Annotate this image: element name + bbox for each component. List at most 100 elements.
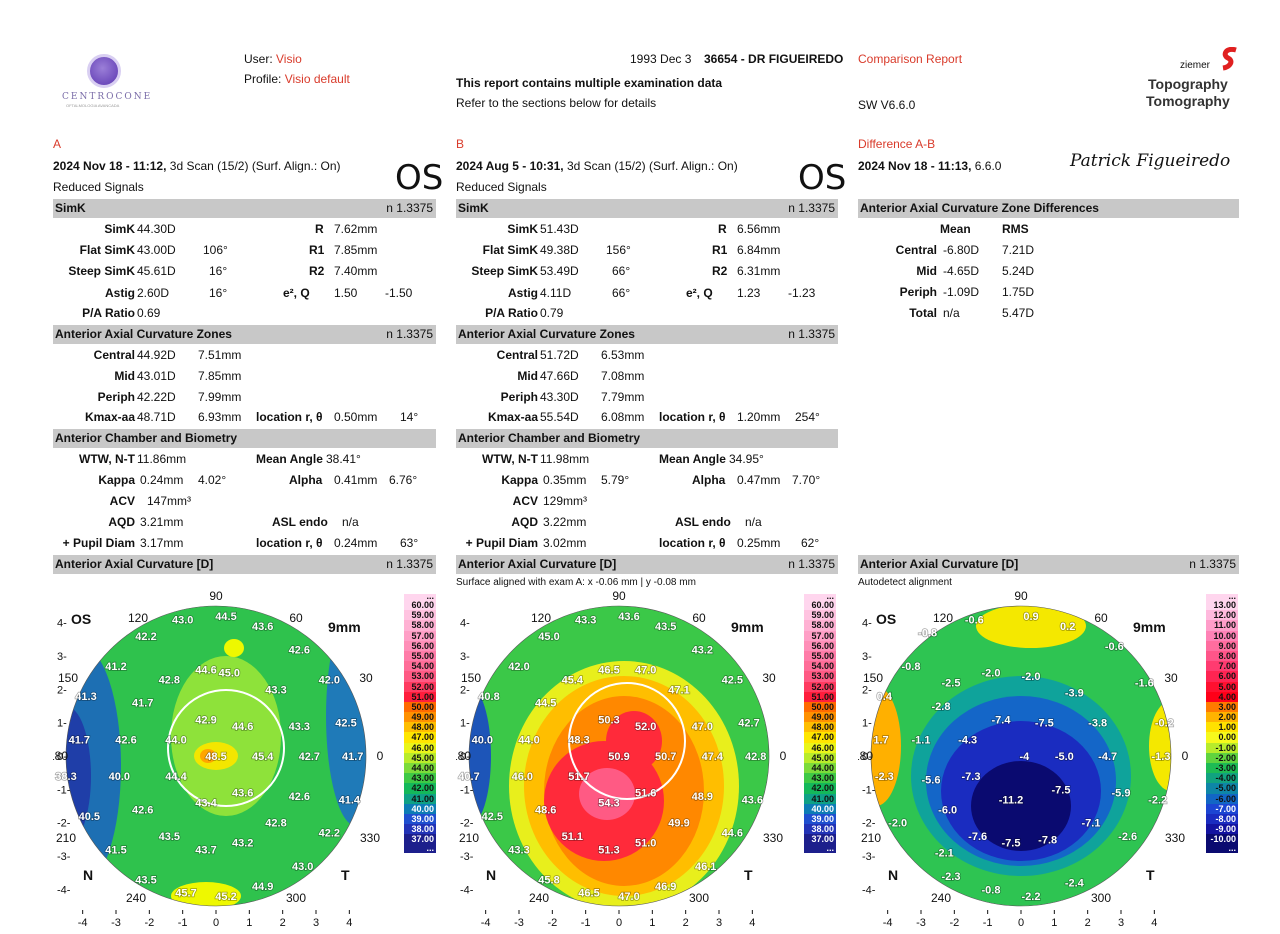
scale-step: 11.00 [1206, 620, 1238, 631]
zone-diff-rms: 5.47D [1002, 306, 1035, 320]
nasal-label: N [486, 867, 496, 883]
axis-x-label: -3 [916, 917, 926, 929]
central-label: Central [496, 348, 538, 362]
axis-y-label: -1- [862, 784, 876, 796]
map-value: -7.5 [1002, 838, 1021, 850]
angle-label: 30 [359, 671, 373, 685]
axis-x-label: -2 [144, 917, 154, 929]
map-value: 51.6 [635, 788, 656, 800]
q-value: -1.23 [788, 286, 816, 300]
wtw-value: 11.86mm [137, 452, 187, 466]
temporal-label: T [744, 867, 753, 883]
scale-step: 48.00 [804, 722, 836, 733]
central-mm: 6.53mm [601, 348, 645, 362]
color-scale-b: ... 60.00 59.00 58.00 57.00 56.00 55.00 54.00 53… [804, 592, 836, 853]
scale-step: 53.00 [404, 671, 436, 682]
zone-diff-label: Central [895, 243, 937, 257]
central-mm: 7.51mm [198, 348, 242, 362]
blue-zone [326, 606, 366, 826]
periph-mm: 7.99mm [198, 390, 242, 404]
angle-label: 300 [286, 891, 306, 905]
map-value: 43.3 [289, 721, 310, 733]
scale-step: 45.00 [804, 752, 836, 763]
scale-step: 51.00 [804, 691, 836, 702]
pupil-ring [568, 682, 686, 800]
map-value: 47.0 [635, 664, 656, 676]
central-value: 44.92D [137, 348, 176, 362]
kappa-angle: 4.02° [198, 473, 227, 487]
yellow-zone [1149, 701, 1171, 791]
map-value: 42.7 [738, 718, 759, 730]
acv-value: 129mm³ [543, 494, 588, 508]
red-zone [606, 711, 662, 771]
flat-axis: 156° [606, 243, 631, 257]
orange-zone [871, 686, 901, 806]
scale-step: 47.00 [404, 732, 436, 743]
axis-y-label: -4- [862, 884, 876, 896]
map-value: -1.1 [912, 734, 931, 746]
yellow-zone [171, 882, 241, 906]
report-note: This report contains multiple examinatio… [456, 76, 723, 90]
map-value: -7.1 [1082, 818, 1101, 830]
map-value: 42.6 [289, 791, 310, 803]
pa-value: 0.79 [540, 306, 564, 320]
patient-id: 36654 - DR FIGUEIREDO [704, 52, 844, 66]
map-a-axial-curvature[interactable]: 43.0 44.543.642.242.641.2 44.6 45.042.8 42.0… [53, 588, 403, 934]
scale-step: 60.00 [404, 600, 436, 611]
scale-step: 52.00 [804, 681, 836, 692]
map-value: 42.2 [135, 631, 156, 643]
orange-zone [200, 749, 216, 763]
pupil-location-label: location r, θ [659, 536, 726, 550]
axis-y-label: 2- [57, 684, 67, 696]
map-value: 0.4 [877, 691, 893, 703]
map-size-label: 9mm [1133, 619, 1166, 635]
scale-step: 55.00 [404, 650, 436, 662]
axis-x-label: -1 [581, 917, 591, 929]
scale-step: 41.00 [804, 793, 836, 804]
map-value: 44.6 [195, 664, 216, 676]
steep-simk-label: Steep SimK [68, 264, 135, 278]
map-difference-curvature[interactable]: -0.6 0.9 0.2 -0.8 -0.6 -0.8 -2.0 -2.0 -2.5 -1.6 0.… [858, 588, 1208, 934]
brand-name: ziemer [1180, 60, 1211, 71]
map-value: 42.6 [115, 734, 136, 746]
angle-label: 180 [456, 749, 471, 763]
axis-y-label: -2- [460, 818, 474, 830]
acv-label: ACV [109, 494, 135, 508]
angle-label: 0 [1182, 749, 1189, 763]
map-value: 47.0 [692, 721, 713, 733]
scale-step: 0.00 [1206, 732, 1238, 743]
map-value: 52.0 [635, 721, 656, 733]
q-value: -1.50 [385, 286, 413, 300]
scale-step: 59.00 [404, 610, 436, 621]
map-b-axial-curvature[interactable]: 43.3 43.6 43.5 45.0 43.2 42.0 46.5 47.0 45.4 47.1… [456, 588, 806, 934]
map-value: 50.9 [608, 751, 629, 763]
map-value: 42.7 [299, 751, 320, 763]
map-size-label: 9mm [731, 619, 764, 635]
pupil-r: 0.25mm [737, 536, 781, 550]
map-value: 46.0 [512, 771, 533, 783]
map-value: 51.3 [598, 844, 619, 856]
mid-label: Mid [517, 369, 538, 383]
axis-y-label: -2- [57, 818, 71, 830]
axis-y-label: 2- [460, 684, 470, 696]
pupil-value: 3.17mm [140, 536, 184, 550]
scale-cap: ... [1206, 843, 1238, 853]
map-value: 1.7 [873, 734, 888, 746]
mid-label: Mid [114, 369, 135, 383]
map-value: 42.0 [319, 674, 340, 686]
mean-angle-label: Mean Angle [256, 452, 323, 466]
map-value: 41.7 [342, 751, 363, 763]
product-topography: Topography [1148, 76, 1228, 92]
axis-y-label: 4- [862, 618, 872, 630]
map-value: 46.9 [655, 881, 676, 893]
logo-text: CENTROCONE [62, 92, 153, 102]
scale-step: -8.00 [1206, 813, 1238, 825]
mid-value: 47.66D [540, 369, 579, 383]
zone-diff-mean: -4.65D [943, 264, 980, 278]
scale-step: 51.00 [404, 691, 436, 702]
axis-y-label: 2- [862, 684, 872, 696]
r2-value: 6.31mm [737, 264, 781, 278]
map-value: 42.8 [159, 674, 180, 686]
eye-label: OS [798, 158, 847, 198]
kmax-value: 48.71D [137, 410, 176, 424]
